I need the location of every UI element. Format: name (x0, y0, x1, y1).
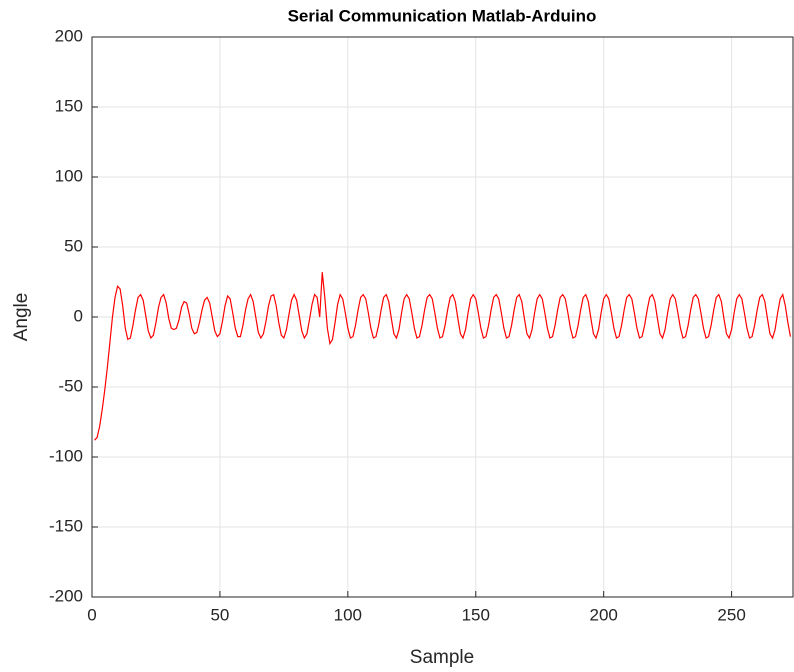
data-line (94, 272, 792, 441)
y-tick-label: 50 (64, 236, 83, 255)
chart-title: Serial Communication Matlab-Arduino (288, 6, 597, 25)
axes-box (91, 36, 794, 598)
x-tick-label: 50 (210, 605, 229, 624)
x-tick-label: 250 (717, 605, 745, 624)
y-tick-label: -200 (49, 586, 83, 605)
x-tick-label: 150 (462, 605, 490, 624)
y-tick-label: -100 (49, 446, 83, 465)
y-tick-label: 100 (55, 166, 83, 185)
y-axis-label: Angle (11, 293, 32, 342)
x-axis-label: Sample (410, 647, 474, 668)
y-tick-label: -150 (49, 516, 83, 535)
y-tick-label: 0 (74, 306, 83, 325)
y-tick-label: -50 (58, 376, 83, 395)
x-tick-label: 200 (589, 605, 617, 624)
y-tick-label: 150 (55, 96, 83, 115)
x-tick-label: 0 (87, 605, 96, 624)
y-tick-label: 200 (55, 26, 83, 45)
x-tick-label: 100 (334, 605, 362, 624)
